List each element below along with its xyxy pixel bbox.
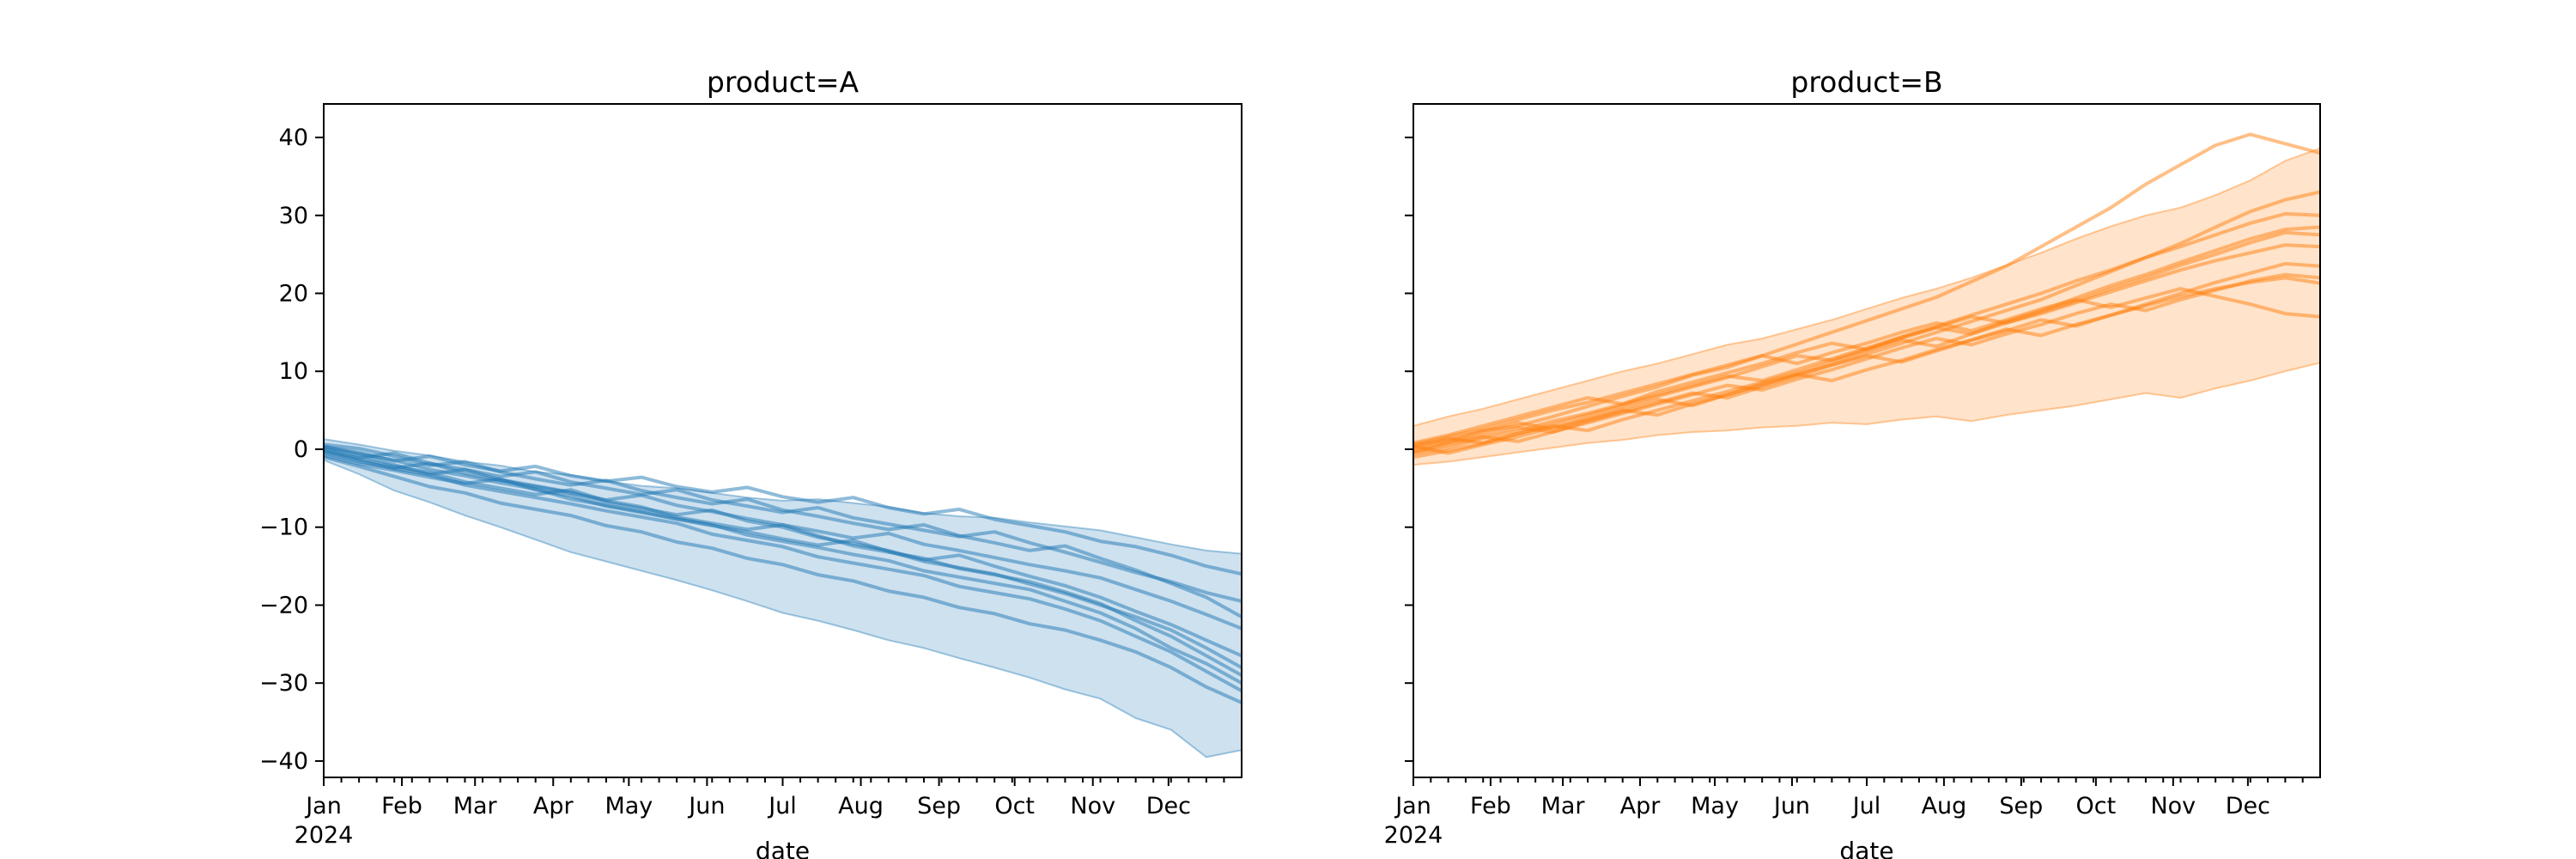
x-tick-label: Jul bbox=[767, 793, 797, 819]
x-tick-label: Nov bbox=[1070, 793, 1115, 819]
year-label: 2024 bbox=[295, 822, 354, 849]
uncertainty-band bbox=[1413, 148, 2320, 466]
year-label: 2024 bbox=[1384, 822, 1443, 849]
y-tick-label: 10 bbox=[279, 358, 308, 385]
x-tick-label: Aug bbox=[1922, 793, 1967, 819]
x-tick-label: Feb bbox=[381, 793, 422, 819]
x-tick-label: Aug bbox=[838, 793, 884, 819]
x-tick-label: May bbox=[1691, 793, 1739, 819]
panel-title: product=A bbox=[707, 65, 860, 99]
y-tick-label: −40 bbox=[259, 748, 308, 775]
uncertainty-band bbox=[324, 439, 1242, 758]
y-tick-label: −20 bbox=[259, 592, 308, 618]
x-tick-label: Jun bbox=[687, 793, 725, 819]
x-tick-label: Oct bbox=[2076, 793, 2117, 819]
series-line-1 bbox=[1413, 132, 2320, 448]
plot-area bbox=[324, 438, 1242, 758]
x-tick-label: Dec bbox=[1146, 793, 1191, 819]
x-tick-label: Mar bbox=[1541, 793, 1586, 819]
panel-product-A: Jan 2024 Feb Mar Apr May Jun Jul Aug Sep Oct Nov Dec… bbox=[259, 65, 1242, 859]
series-line-9 bbox=[324, 449, 1242, 693]
series-line-1 bbox=[324, 445, 1242, 576]
panel-product-B: Jan 2024 Feb Mar Apr May Jun Jul Aug Sep Oct Nov Dec… bbox=[1384, 65, 2321, 859]
x-tick-label: Jan bbox=[304, 793, 342, 819]
series-line-8 bbox=[324, 444, 1242, 685]
series-line-7 bbox=[324, 448, 1242, 678]
x-tick-label: Jun bbox=[1772, 793, 1810, 819]
x-tick-label: Nov bbox=[2150, 793, 2196, 819]
series-line-8 bbox=[1413, 272, 2320, 454]
x-axis-label: date bbox=[1839, 837, 1893, 859]
x-tick-label: Jan bbox=[1394, 793, 1431, 819]
band-edge-lower bbox=[324, 459, 1242, 758]
x-axis-label: date bbox=[756, 837, 810, 859]
x-tick-label: Apr bbox=[533, 793, 574, 819]
series-line-10 bbox=[324, 455, 1242, 704]
x-tick-label: Sep bbox=[1999, 793, 2043, 819]
series-line-10 bbox=[1413, 287, 2320, 447]
band-edge-upper bbox=[1413, 147, 2320, 427]
y-tick-label: −10 bbox=[259, 515, 308, 541]
plot-area bbox=[1413, 132, 2320, 466]
band-edge-upper bbox=[324, 438, 1242, 555]
band-edge-lower bbox=[1413, 362, 2320, 466]
x-tick-label: Apr bbox=[1620, 793, 1662, 819]
x-tick-label: Jul bbox=[1851, 793, 1881, 819]
y-tick-label: 0 bbox=[294, 436, 308, 463]
x-tick-label: Oct bbox=[994, 793, 1035, 819]
series-line-5 bbox=[324, 446, 1242, 658]
y-tick-label: 40 bbox=[279, 125, 308, 151]
series-line-9 bbox=[1413, 276, 2320, 451]
x-tick-label: Sep bbox=[917, 793, 961, 819]
x-tick-label: Feb bbox=[1470, 793, 1511, 819]
x-tick-label: Mar bbox=[453, 793, 498, 819]
y-tick-label: −30 bbox=[259, 670, 308, 697]
panel-title: product=B bbox=[1790, 65, 1942, 99]
x-tick-label: May bbox=[605, 793, 653, 819]
x-tick-label: Dec bbox=[2226, 793, 2270, 819]
y-tick-label: 30 bbox=[279, 203, 308, 229]
series-line-3 bbox=[324, 442, 1242, 619]
y-tick-label: 20 bbox=[279, 281, 308, 308]
